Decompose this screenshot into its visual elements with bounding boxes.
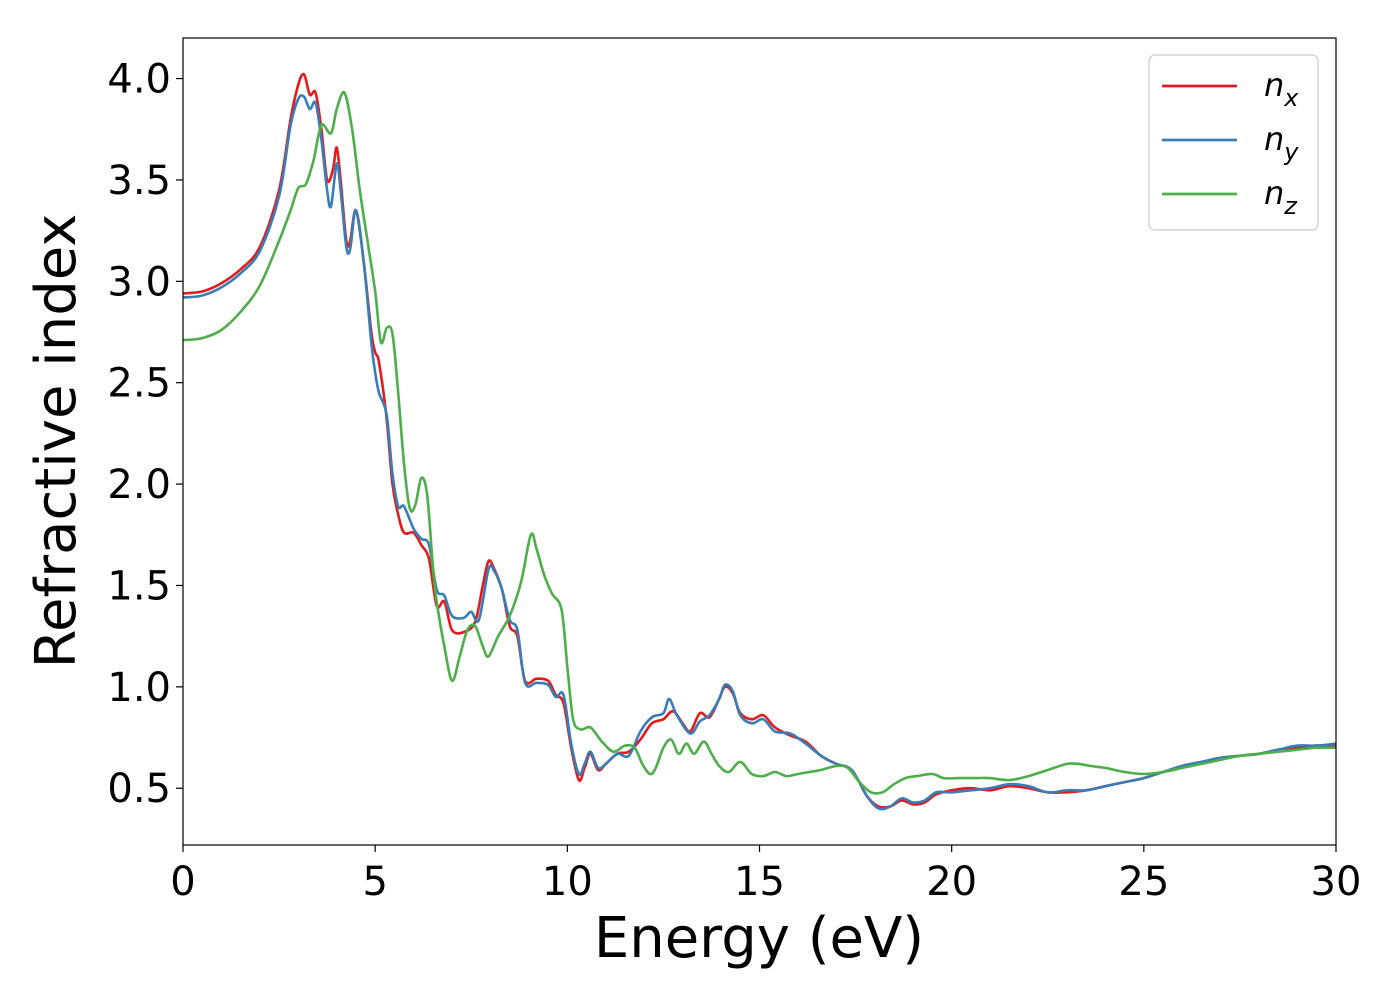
series-line-y bbox=[182, 94, 1337, 811]
series-line-x bbox=[182, 72, 1337, 809]
legend-label-base: n bbox=[1264, 66, 1284, 104]
series-line-z bbox=[182, 90, 1337, 795]
lines-layer bbox=[182, 72, 1337, 811]
y-tick-label: 1.0 bbox=[107, 665, 171, 711]
y-tick-label: 0.5 bbox=[107, 766, 171, 812]
legend-box bbox=[1148, 54, 1319, 231]
x-tick-label: 25 bbox=[1118, 859, 1169, 905]
y-axis-title: Refractive index bbox=[24, 214, 89, 669]
y-tick-label: 2.0 bbox=[107, 462, 171, 508]
x-tick-label: 20 bbox=[926, 859, 977, 905]
plot-frame bbox=[182, 37, 1337, 846]
y-tick-label: 3.5 bbox=[107, 158, 171, 204]
legend-label-base: n bbox=[1264, 120, 1284, 158]
x-tick-label: 30 bbox=[1311, 859, 1362, 905]
legend-label-y: ny bbox=[1264, 120, 1299, 166]
y-tick-label: 4.0 bbox=[107, 57, 171, 103]
y-tick-label: 2.5 bbox=[107, 361, 171, 407]
x-axis-title: Energy (eV) bbox=[594, 906, 924, 971]
legend-label-base: n bbox=[1264, 174, 1284, 212]
x-tick-label: 10 bbox=[542, 859, 593, 905]
legend-label-subscript: x bbox=[1283, 84, 1299, 112]
legend-label-z: nz bbox=[1264, 174, 1298, 220]
y-tick-label: 1.5 bbox=[107, 563, 171, 609]
legend-label-x: nx bbox=[1264, 66, 1299, 112]
legend-label-subscript: y bbox=[1283, 138, 1299, 166]
legend-label-subscript: z bbox=[1283, 192, 1298, 220]
x-tick-label: 5 bbox=[362, 859, 387, 905]
x-tick-label: 15 bbox=[734, 859, 785, 905]
y-tick-label: 3.0 bbox=[107, 259, 171, 305]
x-tick-label: 0 bbox=[170, 859, 195, 905]
ticks-layer: 0 5 10 15 20 25 30 0.5 1.0 1.5 2.0 2.5 3.0 3.5 4.0 bbox=[107, 57, 1361, 905]
